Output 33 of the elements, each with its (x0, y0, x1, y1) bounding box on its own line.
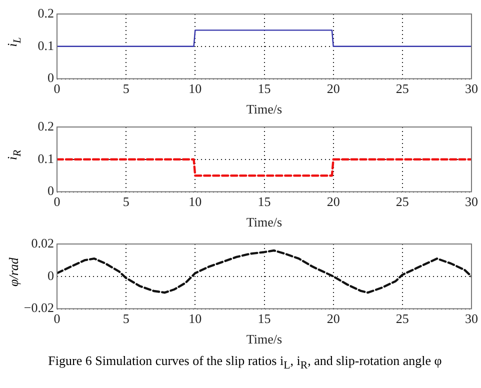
x-tick-label: 30 (465, 81, 478, 96)
x-tick-label: 5 (122, 194, 130, 210)
x-tick-label: 30 (465, 194, 478, 210)
y-tick-label: 0.1 (38, 38, 54, 53)
x-axis-title: Time/s (246, 214, 282, 230)
x-tick-label: 20 (326, 311, 340, 326)
x-tick-label: 20 (326, 81, 340, 96)
x-tick-label: 10 (188, 194, 202, 210)
line-series (57, 249, 472, 294)
x-axis-title: Time/s (246, 332, 282, 347)
x-tick-label: 15 (258, 194, 271, 210)
x-tick-label: 20 (326, 194, 340, 210)
y-tick-label: 0 (48, 70, 54, 86)
y-axis-title: φ/rad (6, 258, 22, 286)
y-tick-label: 0.02 (31, 235, 54, 250)
x-tick-label: 25 (396, 311, 409, 326)
caption: Figure 6 Simulation curves of the slip ratios i$_{L}$, i$_{R}$, and slip-rotation angle φ (47, 353, 443, 374)
x-tick-label: 5 (122, 81, 130, 96)
y-tick-label: 0.1 (38, 150, 54, 166)
y-tick-label: 0.2 (38, 5, 54, 20)
x-tick-label: 15 (258, 311, 271, 326)
x-tick-label: 10 (188, 81, 202, 96)
x-tick-label: 25 (396, 194, 409, 210)
x-tick-label: 10 (188, 311, 202, 326)
x-tick-label: 30 (465, 311, 478, 326)
y-tick-label: 0 (48, 183, 54, 198)
y-tick-label: 0 (48, 268, 54, 283)
x-tick-label: 5 (122, 311, 130, 326)
x-axis-title: Time/s (246, 102, 282, 117)
x-tick-label: 25 (396, 81, 409, 96)
y-tick-label: 0.2 (38, 118, 54, 134)
x-tick-label: 15 (258, 81, 271, 96)
y-tick-label: −0.02 (24, 300, 54, 316)
